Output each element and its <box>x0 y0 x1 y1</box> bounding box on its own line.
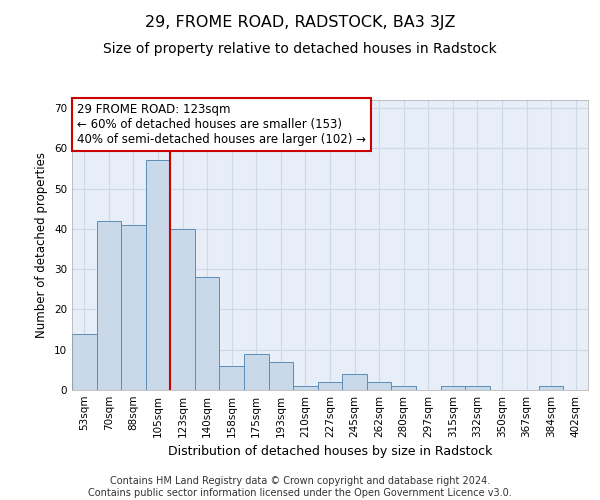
Bar <box>465 386 490 390</box>
Bar <box>170 229 195 390</box>
Bar <box>269 362 293 390</box>
Bar <box>367 382 391 390</box>
Bar <box>220 366 244 390</box>
Bar <box>440 386 465 390</box>
Y-axis label: Number of detached properties: Number of detached properties <box>35 152 49 338</box>
Bar <box>72 334 97 390</box>
X-axis label: Distribution of detached houses by size in Radstock: Distribution of detached houses by size … <box>168 446 492 458</box>
Bar <box>195 277 220 390</box>
Bar <box>391 386 416 390</box>
Bar <box>146 160 170 390</box>
Text: Size of property relative to detached houses in Radstock: Size of property relative to detached ho… <box>103 42 497 56</box>
Bar <box>121 225 146 390</box>
Bar <box>318 382 342 390</box>
Bar <box>539 386 563 390</box>
Text: Contains HM Land Registry data © Crown copyright and database right 2024.
Contai: Contains HM Land Registry data © Crown c… <box>88 476 512 498</box>
Text: 29, FROME ROAD, RADSTOCK, BA3 3JZ: 29, FROME ROAD, RADSTOCK, BA3 3JZ <box>145 15 455 30</box>
Text: 29 FROME ROAD: 123sqm
← 60% of detached houses are smaller (153)
40% of semi-det: 29 FROME ROAD: 123sqm ← 60% of detached … <box>77 103 366 146</box>
Bar <box>293 386 318 390</box>
Bar <box>342 374 367 390</box>
Bar <box>97 221 121 390</box>
Bar <box>244 354 269 390</box>
